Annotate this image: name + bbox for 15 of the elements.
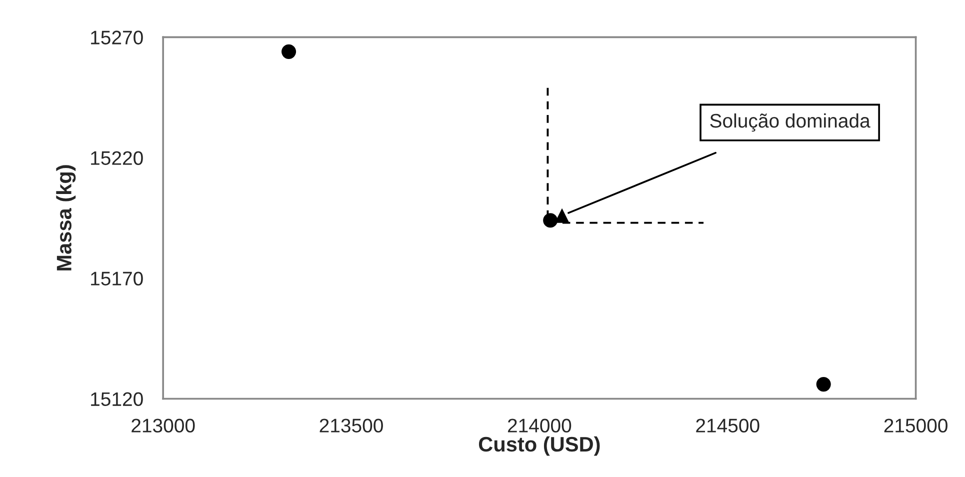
point bbox=[282, 44, 296, 59]
x-axis-title: Custo (USD) bbox=[478, 436, 600, 456]
point bbox=[543, 213, 558, 228]
x-tick-label: 213500 bbox=[320, 418, 383, 432]
y-tick-label: 15170 bbox=[91, 272, 143, 286]
y-tick-label: 15220 bbox=[91, 151, 143, 165]
point bbox=[816, 377, 831, 392]
annotation: Solução dominada bbox=[710, 113, 870, 132]
y-axis-title: Massa (kg) bbox=[56, 165, 76, 270]
x-tick-label: 214000 bbox=[508, 418, 572, 432]
x-tick-label: 213000 bbox=[132, 418, 195, 432]
y-tick-label: 15270 bbox=[91, 30, 143, 44]
x-tick-label: 215000 bbox=[884, 418, 948, 432]
x-tick-label: 214500 bbox=[696, 418, 760, 432]
y-tick-label: 15120 bbox=[91, 392, 143, 406]
